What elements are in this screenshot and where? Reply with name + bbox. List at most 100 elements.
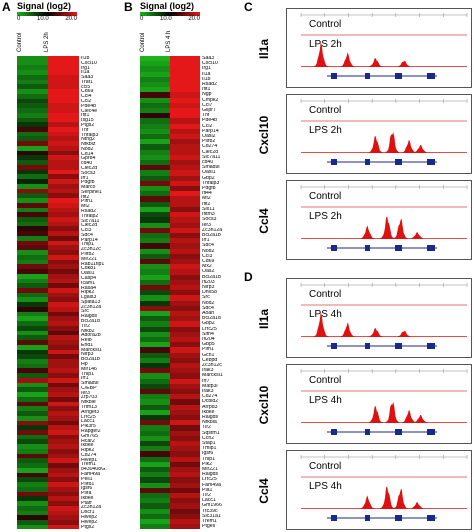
heatmap-cell bbox=[48, 231, 79, 236]
heatmap-cell bbox=[140, 331, 170, 337]
heatmap-row bbox=[140, 368, 200, 374]
gene-label: Tnf bbox=[81, 127, 89, 133]
gene-label: Trem1 bbox=[81, 462, 96, 468]
gene-label: Nod2 bbox=[81, 146, 94, 152]
gene-label: Irf1 bbox=[81, 175, 89, 181]
heatmap-cell bbox=[48, 359, 79, 364]
heatmap-cell bbox=[140, 456, 170, 462]
gene-model-exon bbox=[395, 73, 402, 79]
gene-label: Zc3h12c bbox=[81, 247, 101, 253]
heatmap-row bbox=[140, 76, 200, 83]
heatmap-row bbox=[17, 387, 79, 393]
heatmap-row bbox=[140, 524, 200, 530]
heatmap-cell bbox=[17, 325, 48, 331]
browser-track-plot bbox=[300, 369, 468, 435]
heatmap-row bbox=[17, 453, 79, 459]
heatmap-row bbox=[17, 202, 79, 208]
gene-label: Irf7 bbox=[202, 378, 210, 384]
heatmap-row bbox=[140, 326, 200, 332]
heatmap-cell bbox=[17, 458, 48, 464]
gene-label: Cd274 bbox=[202, 144, 218, 150]
heatmap-row bbox=[17, 65, 79, 71]
heatmap-cell bbox=[17, 117, 48, 123]
heatmap-cell bbox=[17, 425, 48, 431]
heatmap-cell bbox=[17, 198, 48, 203]
gene-label: Clec4e bbox=[81, 108, 98, 114]
heatmap-cell bbox=[140, 279, 170, 285]
heatmap-row bbox=[140, 66, 200, 72]
heatmap-cell bbox=[48, 482, 79, 487]
heatmap-cell bbox=[170, 493, 200, 499]
heatmap-cell bbox=[140, 149, 170, 155]
heatmap-row bbox=[17, 141, 79, 146]
gene-label: Lrrc25 bbox=[202, 326, 217, 332]
heatmap-row bbox=[17, 179, 79, 184]
heatmap-row bbox=[140, 482, 200, 488]
heatmap-cell bbox=[17, 524, 48, 530]
heatmap-cell bbox=[48, 377, 79, 383]
heatmap-cell bbox=[140, 264, 170, 270]
heatmap-row bbox=[17, 482, 79, 487]
browser-track-plot bbox=[300, 283, 468, 349]
heatmap-cell bbox=[140, 430, 170, 436]
gene-label: Lrrc25 bbox=[81, 414, 96, 420]
gene-label: Tnfaip2 bbox=[81, 213, 99, 219]
heatmap-row bbox=[17, 349, 79, 355]
heatmap-cell bbox=[170, 274, 200, 280]
heatmap-row bbox=[140, 258, 200, 265]
gene-label: Arhgef3 bbox=[81, 409, 100, 415]
heatmap-cell bbox=[17, 501, 48, 506]
gene-label: Arrpd3 bbox=[202, 404, 218, 410]
panel-a-col-lps: LPS 2h bbox=[44, 32, 50, 52]
heatmap-row bbox=[17, 207, 79, 213]
heatmap-cell bbox=[17, 273, 48, 279]
heatmap-cell bbox=[48, 84, 79, 90]
heatmap-cell bbox=[48, 330, 79, 336]
heatmap-row bbox=[140, 389, 200, 395]
gene-label: Ccl3 bbox=[81, 228, 92, 233]
heatmap-cell bbox=[140, 451, 170, 457]
gene-label: Ifit1 bbox=[81, 113, 90, 119]
heatmap-row bbox=[140, 248, 200, 254]
heatmap-cell bbox=[48, 434, 79, 440]
gene-label: Zc3h12a bbox=[202, 227, 223, 233]
gene-model-exon bbox=[331, 245, 337, 251]
heatmap-cell bbox=[170, 336, 200, 343]
heatmap-cell bbox=[140, 118, 170, 124]
heatmap-row bbox=[140, 461, 200, 468]
heatmap-row bbox=[17, 250, 79, 255]
heatmap-cell bbox=[17, 155, 48, 161]
heatmap-cell bbox=[48, 321, 79, 326]
heatmap-cell bbox=[170, 238, 200, 244]
heatmap-row bbox=[17, 486, 79, 492]
browser-track-plot bbox=[300, 185, 468, 251]
heatmap-cell bbox=[48, 202, 79, 208]
heatmap-row bbox=[140, 61, 200, 67]
heatmap-cell bbox=[140, 368, 170, 374]
gene-label: Socs3 bbox=[202, 217, 217, 223]
gene-label: Nod2 bbox=[202, 248, 215, 254]
gene-model-exon bbox=[395, 159, 402, 165]
gene-label: Pell1 bbox=[81, 476, 93, 482]
heatmap-cell bbox=[170, 284, 200, 291]
heatmap-cell bbox=[48, 169, 79, 175]
heatmap-cell bbox=[140, 441, 170, 447]
heatmap-row bbox=[17, 79, 79, 85]
gene-model-exon bbox=[331, 159, 337, 165]
gene-label: Oasl2 bbox=[202, 134, 216, 140]
heatmap-row bbox=[140, 71, 200, 77]
heatmap-cell bbox=[140, 232, 170, 239]
heatmap-cell bbox=[17, 84, 48, 90]
heatmap-cell bbox=[48, 439, 79, 445]
gene-label: Nlrp3 bbox=[202, 284, 215, 290]
panel-d-letter: D bbox=[244, 270, 253, 284]
gene-model-exon bbox=[365, 245, 370, 251]
gene-label: Oasl1 bbox=[202, 170, 216, 176]
gene-label: Rab11fip1 bbox=[81, 261, 105, 267]
heatmap-row bbox=[17, 89, 79, 94]
heatmap-cell bbox=[17, 482, 48, 487]
heatmap-row bbox=[17, 401, 79, 407]
heatmap-cell bbox=[170, 342, 200, 348]
heatmap-cell bbox=[17, 382, 48, 388]
heatmap-cell bbox=[170, 305, 200, 311]
